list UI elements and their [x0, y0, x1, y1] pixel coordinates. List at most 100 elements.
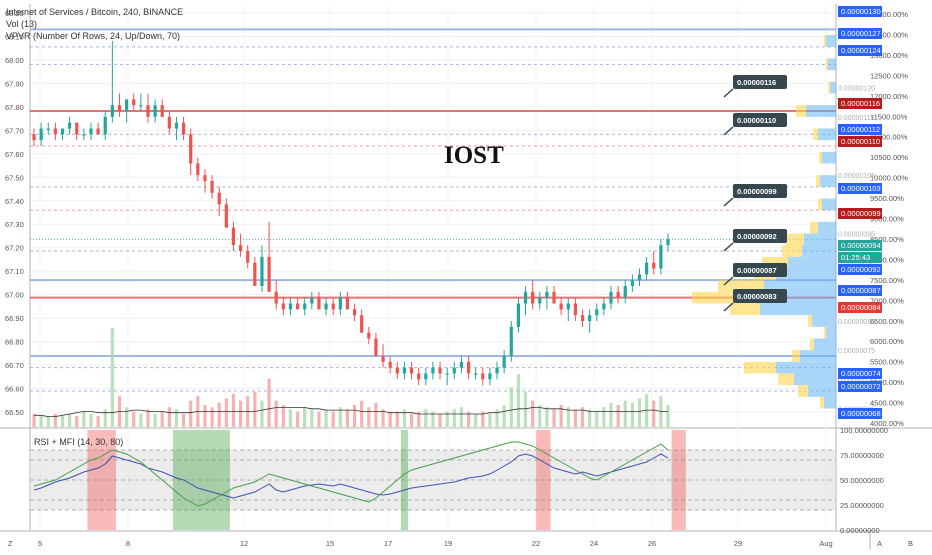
price-tag-text: 0.00000127 [841, 29, 881, 38]
left-axis-tick: 67.90 [5, 79, 24, 88]
price-tag-text: 0.00000092 [841, 265, 881, 274]
volume-bar [68, 413, 72, 427]
candle-body [402, 367, 407, 374]
candle-body [630, 280, 634, 286]
callout-box [733, 263, 787, 277]
candle-body [360, 315, 364, 333]
vpvr-down-bar [692, 291, 756, 304]
volume-bar [345, 409, 350, 427]
rsi-legend[interactable]: RSI + MFI (14, 30, 80) [34, 437, 124, 447]
candle-body [310, 297, 314, 304]
candle-body [196, 163, 200, 176]
candle-body [595, 309, 599, 316]
right-axis-tick: 8500.00% [870, 235, 904, 244]
candle-body [552, 291, 556, 304]
volume-bar [146, 409, 150, 427]
candle-body [345, 297, 350, 310]
candle-body [516, 303, 521, 327]
candle-body [424, 373, 428, 380]
price-tag-text: 01:25:43 [841, 253, 870, 262]
volume-bar [210, 407, 214, 427]
candle-body [466, 361, 471, 374]
callout-box [733, 75, 787, 89]
rsi-signal-band [671, 430, 686, 530]
vpvr-down-bar [762, 256, 788, 269]
volume-bar [545, 407, 549, 427]
volume-bar [580, 407, 585, 427]
candle-body [431, 367, 435, 374]
vpvr-up-bar [760, 303, 836, 316]
vpvr-up-bar [800, 350, 836, 362]
volume-bar [46, 416, 50, 427]
volume-bar [623, 400, 627, 427]
left-axis-tick: 67.00 [5, 291, 24, 300]
callout-text: 0.00000092 [737, 232, 777, 241]
volume-bar [352, 405, 357, 427]
vpvr-down-bar [808, 315, 812, 327]
x-axis-tick: 8 [126, 539, 130, 548]
price-callout: 0.00000083 [723, 289, 787, 312]
candle-body [488, 373, 492, 380]
callout-box [733, 113, 787, 127]
volume-bar [616, 405, 620, 427]
left-axis-tick: 67.70 [5, 126, 24, 135]
left-axis-tick: 68.10 [5, 32, 24, 41]
vpvr-legend[interactable]: VPVR (Number Of Rows, 24, Up/Down, 70) [6, 31, 181, 41]
candle-body [602, 303, 606, 310]
right-axis-tick: 5500.00% [870, 358, 904, 367]
candle-body [75, 122, 79, 135]
timezone-button: Z [8, 539, 13, 548]
right-axis-tick: 7000.00% [870, 296, 904, 305]
candle-body [616, 291, 620, 298]
volume-bar [75, 416, 79, 427]
rsi-signal-band [87, 430, 116, 530]
vpvr-up-bar [776, 268, 836, 281]
left-axis-tick: 67.60 [5, 150, 24, 159]
left-axis[interactable]: 68.20 68.10 68.00 67.90 67.80 67.70 67.60 67.50… [5, 9, 24, 417]
volume-legend[interactable]: Vol (13) [6, 19, 38, 29]
symbol-legend[interactable]: Internet of Services / Bitcoin, 240, BIN… [6, 7, 184, 17]
right-axis-tick: 10500.00% [870, 153, 908, 162]
volume-bar [459, 407, 464, 427]
volume-bar [32, 413, 36, 427]
vpvr-up-bar [814, 338, 836, 351]
candle-body [495, 367, 499, 374]
x-axis-tick: 22 [532, 539, 540, 548]
vpvr-down-bar [826, 58, 828, 71]
time-axis[interactable]: 5 8 12 15 17 19 22 24 26 29 Aug Z A B [8, 539, 913, 548]
candle-body [573, 303, 577, 316]
candle-body [210, 181, 214, 193]
callout-pointer [723, 302, 734, 312]
callout-box [733, 229, 787, 243]
candle-body [203, 175, 207, 181]
x-axis-tick: 12 [240, 539, 248, 548]
vpvr-up-bar [806, 105, 836, 117]
price-callout: 0.00000092 [723, 229, 787, 252]
candle-body [231, 227, 236, 246]
vpvr-up-bar [808, 385, 836, 397]
price-tags: 0.00000130 0.00000127 0.00000124 0.00000116… [838, 6, 882, 419]
volume-bar [602, 407, 606, 427]
candle-body [324, 303, 328, 310]
price-tag-box [838, 124, 882, 135]
price-tag-text: 0.00000130 [841, 7, 881, 16]
vpvr-down-bar [816, 175, 820, 187]
right-axis-tick: 12000.00% [870, 92, 908, 101]
vpvr-down-bar [819, 151, 822, 164]
price-scale-tick: 0.00000070 [838, 377, 875, 384]
right-axis[interactable]: 14000.00% 13500.00% 13000.00% 12500.00% 1200… [838, 10, 908, 535]
candle-body [502, 356, 506, 368]
rsi-line [33, 453, 669, 499]
vpvr-down-bar [744, 361, 776, 374]
vpvr-up-bar [822, 151, 836, 164]
volume-bar [189, 400, 193, 427]
candle-body [445, 373, 449, 375]
left-axis-tick: 66.50 [5, 408, 24, 417]
rsi-mfi-pane [30, 430, 836, 530]
callout-pointer [723, 197, 734, 207]
x-axis-tick: 19 [444, 539, 452, 548]
volume-bar [132, 411, 136, 427]
candle-body [331, 303, 335, 310]
price-tag-text: 0.00000103 [841, 184, 881, 193]
